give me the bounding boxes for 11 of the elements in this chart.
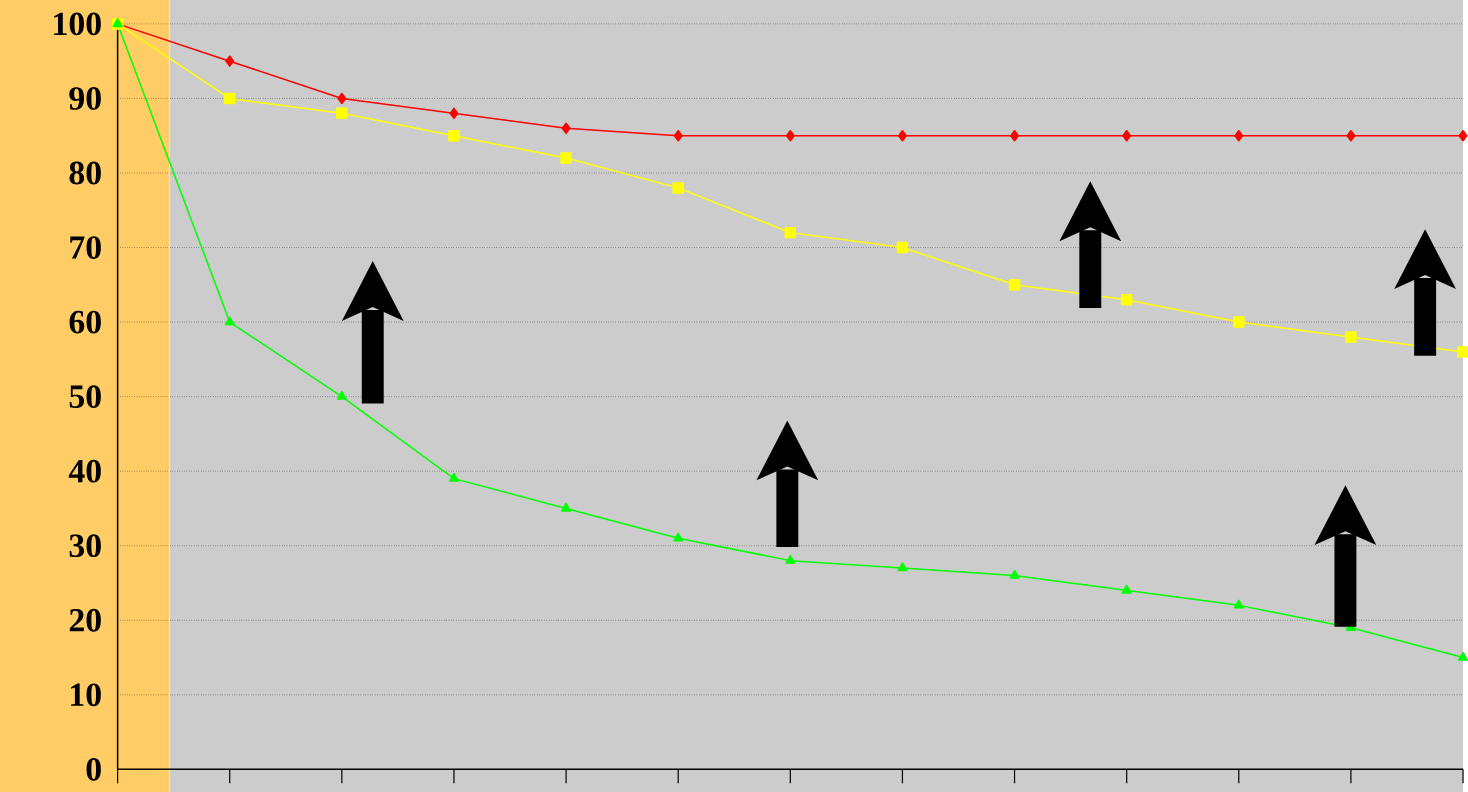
- y-tick-label: 50: [69, 385, 101, 408]
- y-tick-label: 20: [69, 608, 101, 632]
- y-tick-label: 30: [69, 534, 101, 557]
- y-tick-label: 60: [69, 310, 101, 334]
- y-tick-label: 70: [70, 236, 101, 259]
- y-tick-label: 90: [69, 86, 101, 110]
- y-tick-label: 0: [86, 757, 101, 781]
- y-tick-label: 80: [69, 161, 101, 185]
- y-tick-label: 40: [68, 459, 101, 483]
- y-tick-label: 100: [54, 12, 101, 36]
- y-tick-label: 10: [71, 683, 101, 707]
